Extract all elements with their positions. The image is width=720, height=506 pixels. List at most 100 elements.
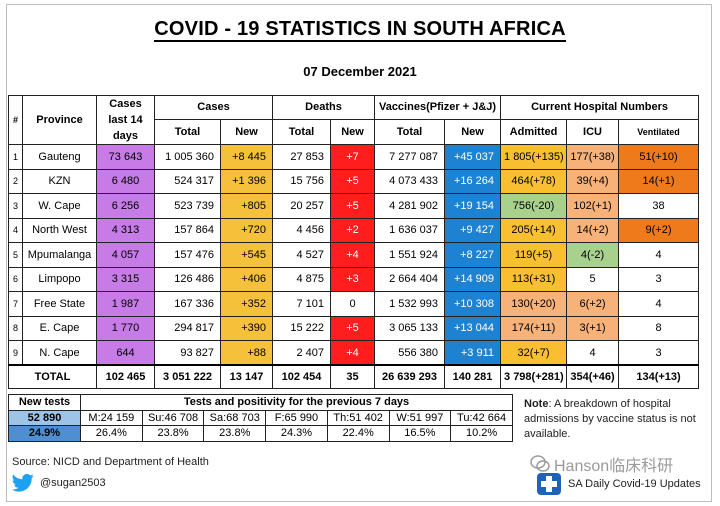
row-number: 7 — [8, 291, 23, 317]
province-cell: Free State — [22, 291, 97, 317]
vacc-new-cell: +14 909 — [444, 266, 502, 292]
table-row: 2 KZN 6 480 524 317 +1 396 15 756 +5 4 073 433 +… — [8, 168, 700, 194]
deaths-total-cell: 4 527 — [272, 242, 332, 268]
row-number: 1 — [8, 144, 23, 170]
vacc-total-header: Total — [374, 118, 446, 146]
cases-new-cell: +720 — [219, 217, 274, 243]
deaths-total-cell: 4 875 — [272, 266, 332, 292]
col-province: Province — [22, 95, 97, 145]
day-positivity: 22.4% — [326, 425, 390, 442]
row-number: 5 — [8, 242, 23, 268]
report-date: 07 December 2021 — [303, 64, 417, 79]
sa-updates-credit: SA Daily Covid-19 Updates — [536, 472, 701, 496]
vacc-total-cell: 1 532 993 — [374, 291, 446, 317]
col-cases14: Cases last 14 days — [96, 95, 155, 145]
vacc-new-cell: +19 154 — [444, 193, 502, 219]
header-row-1: # Province Cases last 14 days Cases Deat… — [8, 95, 700, 145]
ventilated-cell: 38 — [618, 193, 700, 219]
day-count: Tu:42 664 — [450, 409, 513, 426]
day-positivity: 16.5% — [388, 425, 452, 442]
deaths-new-header: New — [330, 118, 376, 146]
admitted-cell: 756(-20) — [500, 193, 568, 219]
table-row: 8 E. Cape 1 770 294 817 +390 15 222 +5 3 065 13… — [8, 315, 700, 341]
vacc-new-cell: +3 911 — [444, 340, 502, 366]
source-text: Source: NICD and Department of Health — [12, 456, 209, 468]
chat-bubble-icon — [530, 455, 550, 472]
cases14-cell: 6 480 — [96, 168, 155, 194]
tests-header-row: New tests Tests and positivity for the p… — [8, 394, 513, 411]
note-text: Note: A breakdown of hospital admissions… — [524, 398, 696, 440]
day-positivity: 10.2% — [450, 425, 513, 442]
totals-icu: 354(+46) — [566, 364, 620, 389]
totals-deaths-total: 102 454 — [272, 364, 332, 389]
table-row: 9 N. Cape 644 93 827 +88 2 407 +4 556 380 +3 911… — [8, 340, 700, 366]
col-vaccines: Vaccines(Pfizer + J&J) — [374, 95, 502, 120]
deaths-new-cell: +5 — [330, 193, 376, 219]
day-count: Su:46 708 — [141, 409, 205, 426]
vacc-new-cell: +13 044 — [444, 315, 502, 341]
deaths-total-cell: 15 222 — [272, 315, 332, 341]
day-count: M:24 159 — [80, 409, 143, 426]
admitted-cell: 174(+11) — [500, 315, 568, 341]
province-cell: E. Cape — [22, 315, 97, 341]
vacc-total-cell: 2 664 404 — [374, 266, 446, 292]
vacc-new-header: New — [444, 118, 502, 146]
vacc-new-cell: +8 227 — [444, 242, 502, 268]
watermark: Hanson临床科研 — [530, 452, 673, 476]
cases-total-header: Total — [154, 118, 221, 146]
cases-new-cell: +8 445 — [219, 144, 274, 170]
icu-cell: 4 — [566, 340, 620, 366]
totals-row: TOTAL 102 465 3 051 222 13 147 102 454 3… — [8, 364, 700, 389]
deaths-total-header: Total — [272, 118, 332, 146]
totals-vacc-total: 26 639 293 — [374, 364, 446, 389]
admitted-cell: 32(+7) — [500, 340, 568, 366]
day-positivity: 23.8% — [141, 425, 205, 442]
deaths-new-cell: +2 — [330, 217, 376, 243]
tests-counts-row: 52 890 M:24 159 Su:46 708 Sa:68 703 F:65… — [8, 409, 513, 426]
deaths-total-cell: 27 853 — [272, 144, 332, 170]
page-title: COVID - 19 STATISTICS IN SOUTH AFRICA — [154, 18, 566, 42]
vacc-total-cell: 1 551 924 — [374, 242, 446, 268]
row-number: 2 — [8, 168, 23, 194]
vacc-total-cell: 1 636 037 — [374, 217, 446, 243]
icu-cell: 3(+1) — [566, 315, 620, 341]
icu-cell: 5 — [566, 266, 620, 292]
cases-total-cell: 157 476 — [154, 242, 221, 268]
cases-total-cell: 294 817 — [154, 315, 221, 341]
vacc-new-cell: +10 308 — [444, 291, 502, 317]
deaths-total-cell: 15 756 — [272, 168, 332, 194]
icu-cell: 6(+2) — [566, 291, 620, 317]
ventilated-cell: 4 — [618, 291, 700, 317]
totals-deaths-new: 35 — [330, 364, 376, 389]
col-deaths: Deaths — [272, 95, 376, 120]
day-count: Sa:68 703 — [203, 409, 267, 426]
ventilated-header: Ventilated — [618, 118, 700, 146]
cases-total-cell: 523 739 — [154, 193, 221, 219]
deaths-new-cell: +5 — [330, 168, 376, 194]
cases-new-cell: +352 — [219, 291, 274, 317]
table-body: 1 Gauteng 73 643 1 005 360 +8 445 27 853 +7 7 2… — [8, 144, 700, 366]
admitted-cell: 119(+5) — [500, 242, 568, 268]
totals-ventilated: 134(+13) — [618, 364, 700, 389]
totals-admitted: 3 798(+281) — [500, 364, 568, 389]
totals-vacc-new: 140 281 — [444, 364, 502, 389]
day-positivity: 24.3% — [265, 425, 328, 442]
row-number: 9 — [8, 340, 23, 366]
province-cell: Limpopo — [22, 266, 97, 292]
province-cell: Mpumalanga — [22, 242, 97, 268]
table-row: 5 Mpumalanga 4 057 157 476 +545 4 527 +4 1 551 … — [8, 242, 700, 268]
deaths-new-cell: +5 — [330, 315, 376, 341]
col-hash: # — [8, 95, 23, 145]
deaths-new-cell: 0 — [330, 291, 376, 317]
table-row: 7 Free State 1 987 167 336 +352 7 101 0 1 532 9… — [8, 291, 700, 317]
table-row: 4 North West 4 313 157 864 +720 4 456 +2 1 636 … — [8, 217, 700, 243]
icu-cell: 14(+2) — [566, 217, 620, 243]
vacc-total-cell: 556 380 — [374, 340, 446, 366]
day-positivity: 26.4% — [80, 425, 143, 442]
cases-new-header: New — [219, 118, 274, 146]
tests-table: New tests Tests and positivity for the p… — [8, 394, 513, 442]
vacc-total-cell: 7 277 087 — [374, 144, 446, 170]
twitter-handle[interactable]: @sugan2503 — [40, 477, 106, 489]
deaths-new-cell: +3 — [330, 266, 376, 292]
ventilated-cell: 9(+2) — [618, 217, 700, 243]
